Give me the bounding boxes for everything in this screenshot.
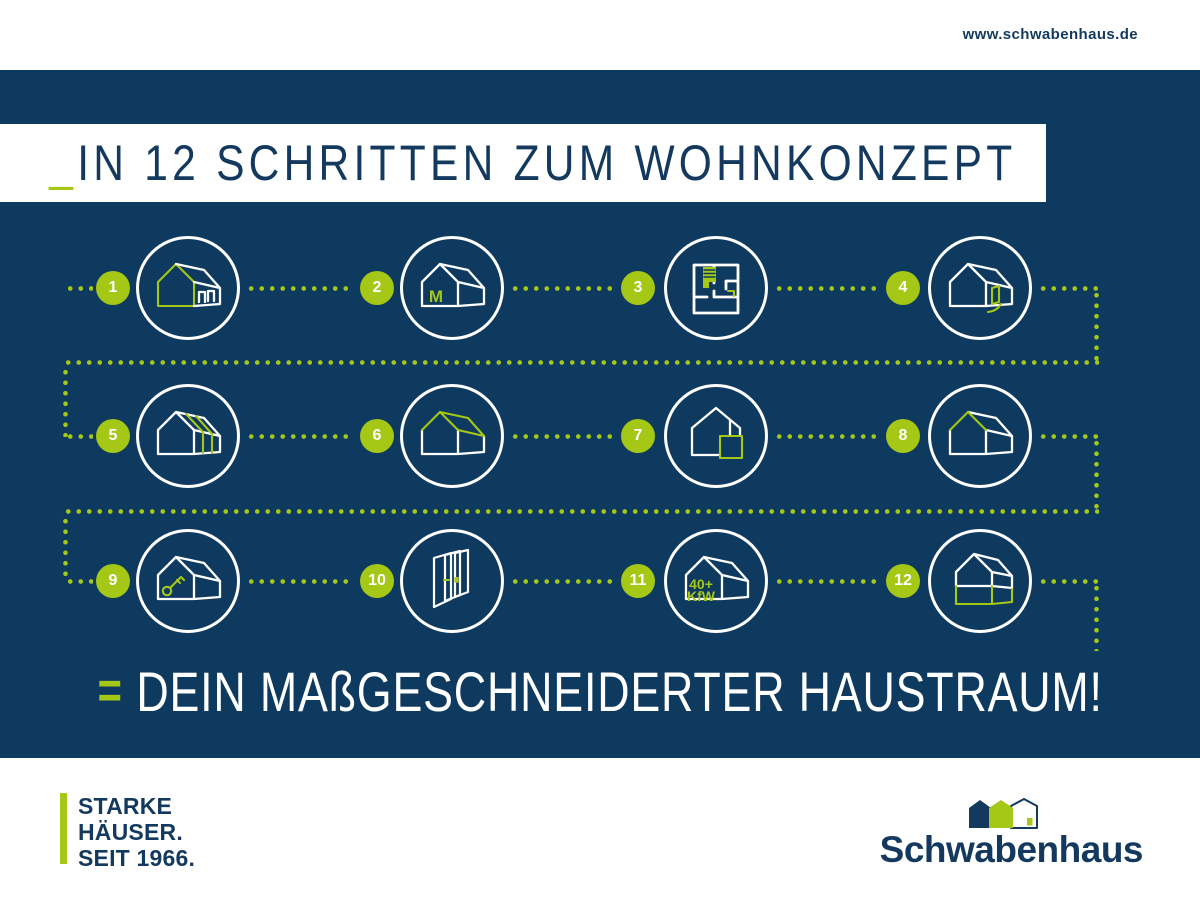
step-badge-4: 4	[886, 271, 920, 305]
step-node-12	[928, 529, 1032, 633]
footer: STARKE HÄUSER. SEIT 1966. Schwabenhaus	[0, 758, 1200, 900]
step-node-5	[136, 384, 240, 488]
dotted-connector	[246, 286, 354, 291]
dotted-connector	[774, 286, 879, 291]
page-title: _IN 12 SCHRITTEN ZUM WOHNKONZEPT	[0, 134, 1016, 192]
slogan-text: DEIN MAßGESCHNEIDERTER HAUSTRAUM!	[136, 659, 1103, 723]
model-house-icon: M	[420, 262, 486, 308]
step-badge-7: 7	[621, 419, 655, 453]
claim-line-1: STARKE	[78, 793, 173, 819]
slogan: = DEIN MAßGESCHNEIDERTER HAUSTRAUM!	[0, 653, 1200, 729]
claim-line-3: SEIT 1966.	[78, 845, 196, 871]
shell-construction-house-icon	[948, 410, 1014, 456]
step-node-11: 40+ KfW	[664, 529, 768, 633]
house-with-garage-icon	[156, 262, 222, 308]
step-badge-2: 2	[360, 271, 394, 305]
brand-claim: STARKE HÄUSER. SEIT 1966.	[60, 793, 195, 871]
two-storey-house-icon	[954, 552, 1014, 606]
step-badge-9: 9	[96, 564, 130, 598]
step-badge-1: 1	[96, 271, 130, 305]
dotted-connector	[1094, 438, 1099, 512]
equals-sign: =	[97, 662, 122, 720]
dotted-connector	[774, 434, 879, 439]
page-title-text: IN 12 SCHRITTEN ZUM WOHNKONZEPT	[77, 135, 1017, 191]
kfw-40-house-icon: 40+ KfW	[684, 555, 750, 604]
step-node-8	[928, 384, 1032, 488]
main-canvas: _IN 12 SCHRITTEN ZUM WOHNKONZEPT 1	[0, 70, 1200, 758]
roof-house-icon	[420, 410, 486, 456]
dotted-connector	[1094, 583, 1099, 651]
claim-text: STARKE HÄUSER. SEIT 1966.	[78, 793, 195, 871]
claim-accent-bar	[60, 793, 67, 864]
house-extension-icon	[690, 406, 744, 460]
dotted-connector	[246, 434, 354, 439]
dotted-connector	[65, 286, 93, 291]
dotted-connector	[65, 434, 93, 439]
floor-plan-icon	[692, 263, 740, 315]
step-badge-8: 8	[886, 419, 920, 453]
dotted-connector	[510, 434, 614, 439]
claim-line-2: HÄUSER.	[78, 819, 183, 845]
dotted-connector	[63, 367, 68, 437]
step-badge-3: 3	[621, 271, 655, 305]
logo-houses-icon	[969, 798, 1039, 829]
step-node-3	[664, 236, 768, 340]
title-underscore-accent: _	[49, 135, 78, 191]
step-node-9	[136, 529, 240, 633]
title-banner: _IN 12 SCHRITTEN ZUM WOHNKONZEPT	[0, 124, 1046, 202]
dotted-connector	[510, 286, 614, 291]
step-badge-10: 10	[360, 564, 394, 598]
house-entrance-door-icon	[948, 262, 1014, 314]
model-house-m-label: M	[429, 287, 443, 306]
dotted-connector	[1038, 579, 1099, 584]
dotted-connector	[246, 579, 354, 584]
dotted-connector	[510, 579, 614, 584]
kfw-label-line1: 40+	[689, 576, 713, 592]
step-node-7	[664, 384, 768, 488]
dotted-connector	[1094, 290, 1099, 362]
dotted-connector	[1038, 434, 1099, 439]
house-key-icon	[156, 555, 222, 601]
top-bar: www.schwabenhaus.de	[0, 0, 1200, 70]
step-badge-11: 11	[621, 564, 655, 598]
dotted-connector	[774, 579, 879, 584]
step-node-1	[136, 236, 240, 340]
slogan-inner: = DEIN MAßGESCHNEIDERTER HAUSTRAUM!	[97, 659, 1102, 724]
dotted-connector	[65, 579, 93, 584]
step-node-4	[928, 236, 1032, 340]
step-badge-6: 6	[360, 419, 394, 453]
schwabenhaus-logo: Schwabenhaus	[879, 796, 1144, 870]
step-node-6	[400, 384, 504, 488]
website-url: www.schwabenhaus.de	[962, 26, 1138, 43]
step-badge-5: 5	[96, 419, 130, 453]
logo-wordmark: Schwabenhaus	[879, 829, 1144, 870]
kfw-label-line2: KfW	[687, 588, 716, 604]
doors-icon	[432, 548, 470, 609]
step-node-2: M	[400, 236, 504, 340]
step-badge-12: 12	[886, 564, 920, 598]
dotted-connector	[63, 360, 1099, 365]
dotted-connector	[63, 509, 1099, 514]
dotted-connector	[1038, 286, 1099, 291]
step-node-10	[400, 529, 504, 633]
dotted-connector	[63, 516, 68, 581]
timber-frame-house-icon	[156, 410, 222, 456]
